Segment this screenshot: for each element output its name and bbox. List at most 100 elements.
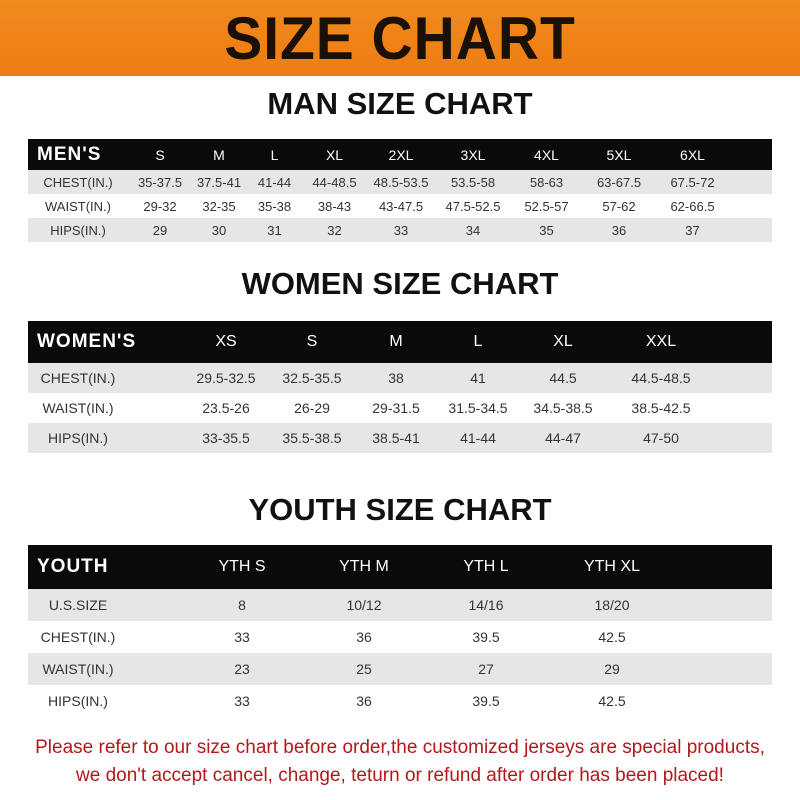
table-cell: 10/12 — [346, 597, 382, 613]
size-header: S — [155, 146, 165, 163]
table-row: HIPS(IN.) 29 30 31 32 33 34 35 36 37 — [28, 218, 772, 242]
size-header: 3XL — [460, 146, 486, 163]
table-row: HIPS(IN.) 33-35.5 35.5-38.5 38.5-41 41-44 44-… — [28, 423, 772, 453]
row-label: CHEST(IN.) — [40, 370, 116, 386]
table-cell: 23.5-26 — [202, 400, 250, 416]
table-cell: 58-63 — [529, 174, 564, 190]
men-size-table: MEN'S S M L XL 2XL 3XL 4XL 5XL 6XL CHEST(IN.) 35-37… — [28, 139, 772, 242]
table-header-label: WOMEN'S — [37, 331, 137, 352]
youth-size-table: YOUTH YTH S YTH M YTH L YTH XL U.S.SIZE 8 10/12… — [28, 545, 772, 717]
row-label: WAIST(IN.) — [42, 661, 114, 677]
table-row: WAIST(IN.) 23 25 27 29 — [28, 653, 772, 685]
table-cell: 53.5-58 — [450, 174, 496, 190]
table-row: U.S.SIZE 8 10/12 14/16 18/20 — [28, 589, 772, 621]
table-cell: 42.5 — [598, 629, 626, 645]
table-row: HIPS(IN.) 33 36 39.5 42.5 — [28, 685, 772, 717]
row-label: CHEST(IN.) — [43, 174, 113, 190]
table-cell: 32.5-35.5 — [282, 370, 342, 386]
table-cell: 38-43 — [317, 198, 352, 214]
youth-title: YOUTH SIZE CHART — [248, 492, 552, 527]
table-row: CHEST(IN.) 33 36 39.5 42.5 — [28, 621, 772, 653]
size-header: M — [213, 146, 225, 163]
table-cell: 62-66.5 — [670, 198, 715, 214]
size-header: YTH S — [218, 558, 266, 575]
row-label: U.S.SIZE — [48, 597, 108, 613]
size-header: XS — [215, 333, 237, 350]
table-header-label: MEN'S — [37, 143, 102, 165]
table-cell: 29 — [152, 222, 168, 238]
table-cell: 35.5-38.5 — [282, 430, 342, 446]
table-cell: 34 — [465, 222, 481, 238]
size-header: XXL — [645, 333, 677, 350]
table-cell: 41 — [470, 370, 486, 386]
table-cell: 29-32 — [143, 198, 177, 214]
table-row: CHEST(IN.) 35-37.5 37.5-41 41-44 44-48.5 48.5… — [28, 170, 772, 194]
size-header: 2XL — [388, 146, 414, 163]
table-cell: 36 — [356, 693, 372, 709]
row-label: HIPS(IN.) — [48, 693, 108, 709]
table-cell: 39.5 — [472, 629, 500, 645]
table-cell: 32-35 — [202, 198, 236, 214]
table-cell: 23 — [234, 661, 250, 677]
table-cell: 35-37.5 — [137, 174, 183, 190]
women-size-table: WOMEN'S XS S M L XL XXL CHEST(IN.) 29.5-32.5 32.5… — [28, 321, 772, 453]
size-header: YTH L — [463, 558, 509, 575]
table-cell: 43-47.5 — [378, 198, 424, 214]
table-cell: 35 — [539, 222, 554, 238]
table-cell: 44.5-48.5 — [631, 370, 691, 386]
table-cell: 36 — [611, 222, 627, 238]
banner-title: SIZE CHART — [224, 4, 576, 72]
table-row: WAIST(IN.) 29-32 32-35 35-38 38-43 43-47.5 47.… — [28, 194, 772, 218]
size-header: 5XL — [606, 146, 632, 163]
banner: SIZE CHART — [0, 0, 800, 76]
table-cell: 38.5-42.5 — [631, 400, 691, 416]
table-cell: 37 — [685, 222, 700, 238]
header-row: MEN'S S M L XL 2XL 3XL 4XL 5XL 6XL — [28, 139, 772, 170]
size-header: XL — [325, 146, 344, 163]
table-cell: 44.5 — [549, 370, 577, 386]
table-cell: 27 — [478, 661, 494, 677]
table-cell: 47-50 — [643, 430, 679, 446]
row-label: WAIST(IN.) — [45, 198, 111, 214]
table-cell: 38.5-41 — [372, 430, 420, 446]
row-label: HIPS(IN.) — [50, 222, 106, 238]
table-cell: 41-44 — [460, 430, 496, 446]
table-cell: 29-31.5 — [372, 400, 420, 416]
table-cell: 47.5-52.5 — [445, 198, 501, 214]
table-cell: 63-67.5 — [596, 174, 642, 190]
size-header: 6XL — [680, 146, 705, 163]
size-header: L — [473, 333, 483, 350]
size-header: 4XL — [534, 146, 559, 163]
size-header: YTH XL — [583, 558, 640, 575]
table-cell: 42.5 — [598, 693, 626, 709]
table-cell: 41-44 — [257, 174, 292, 190]
row-label: WAIST(IN.) — [42, 400, 114, 416]
table-cell: 26-29 — [294, 400, 330, 416]
size-header: L — [270, 146, 279, 163]
table-cell: 44-47 — [545, 430, 581, 446]
table-cell: 31 — [267, 222, 282, 238]
table-cell: 38 — [388, 370, 404, 386]
notice-line-2: we don't accept cancel, change, teturn o… — [76, 765, 724, 786]
table-row: CHEST(IN.) 29.5-32.5 32.5-35.5 38 41 44.5 44.5… — [28, 363, 772, 393]
table-cell: 34.5-38.5 — [533, 400, 593, 416]
size-header: S — [306, 333, 318, 350]
table-row: WAIST(IN.) 23.5-26 26-29 29-31.5 31.5-34.5 34… — [28, 393, 772, 423]
header-row: WOMEN'S XS S M L XL XXL — [28, 321, 772, 363]
table-cell: 18/20 — [594, 597, 630, 613]
table-cell: 33-35.5 — [202, 430, 250, 446]
table-cell: 33 — [234, 629, 250, 645]
row-label: CHEST(IN.) — [40, 629, 116, 645]
table-cell: 67.5-72 — [670, 174, 715, 190]
header-row: YOUTH YTH S YTH M YTH L YTH XL — [28, 545, 772, 589]
table-cell: 30 — [211, 222, 227, 238]
table-cell: 48.5-53.5 — [373, 174, 429, 190]
table-cell: 8 — [238, 597, 246, 613]
men-title: MAN SIZE CHART — [267, 86, 533, 121]
table-cell: 29 — [604, 661, 620, 677]
size-header: YTH M — [339, 558, 389, 575]
table-cell: 36 — [356, 629, 372, 645]
table-cell: 29.5-32.5 — [196, 370, 256, 386]
table-cell: 33 — [234, 693, 250, 709]
table-cell: 39.5 — [472, 693, 500, 709]
